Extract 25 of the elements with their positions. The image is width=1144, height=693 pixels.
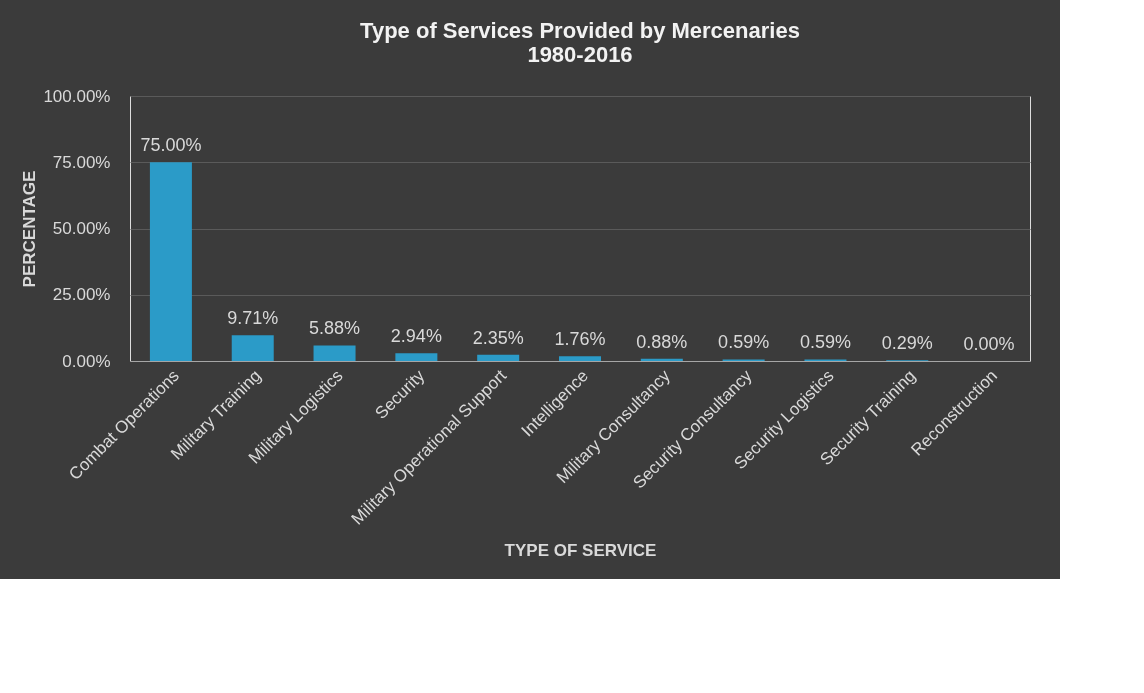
data-label: 0.59%: [718, 332, 770, 353]
bar: [477, 354, 520, 361]
bar: [231, 335, 274, 361]
data-label: 1.76%: [554, 329, 606, 350]
data-label: 0.59%: [799, 332, 851, 353]
chart-title: Type of Services Provided by Mercenaries 1980-2016: [360, 18, 800, 67]
bar: [559, 356, 601, 361]
data-label: 2.35%: [472, 327, 524, 348]
data-label: 2.94%: [390, 326, 442, 347]
y-tick-label: 50.00%: [52, 219, 111, 238]
y-tick-label: 0.00%: [62, 351, 111, 371]
data-label: 0.88%: [636, 331, 688, 352]
data-label: 75.00%: [140, 135, 202, 156]
data-label: 0.29%: [881, 333, 933, 354]
y-tick-label: 100.00%: [43, 86, 111, 106]
bar: [395, 353, 438, 361]
y-tick-label: 75.00%: [52, 152, 111, 172]
bar: [149, 162, 192, 361]
bar: [313, 345, 356, 361]
x-axis-title: TYPE OF SERVICE: [504, 540, 657, 560]
data-label: 0.00%: [963, 334, 1015, 354]
data-label: 9.71%: [227, 308, 279, 329]
y-axis-title: PERCENTAGE: [20, 170, 40, 288]
y-tick-label: 25.00%: [52, 285, 111, 305]
data-label: 5.88%: [309, 318, 361, 339]
